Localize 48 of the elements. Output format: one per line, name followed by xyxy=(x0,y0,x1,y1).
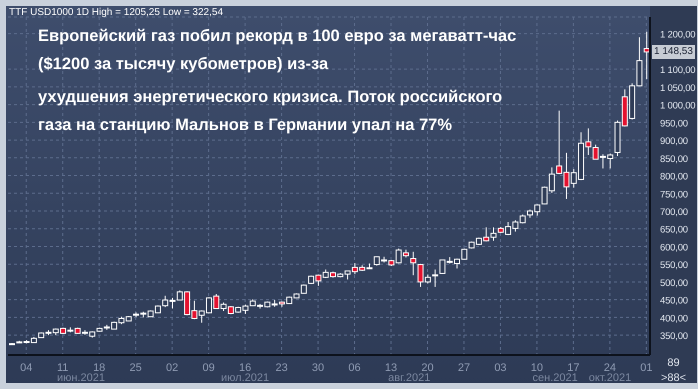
x-tick-label: 03 xyxy=(494,362,507,374)
x-tick-label: 24 xyxy=(604,362,616,374)
x-tick-label: 18 xyxy=(93,362,106,374)
y-tick-label: 1 100,00 xyxy=(660,65,696,76)
text: >88< xyxy=(660,372,688,384)
y-tick-label: 350,00 xyxy=(660,331,688,342)
y-tick-label: 650,00 xyxy=(660,224,688,236)
x-tick-label: 30 xyxy=(312,362,324,374)
text: Европейский газ побил рекорд в 100 евро за мегаватт-час ($1200 за тысячу кубометров) из-за ухудшения энергетического кризиса. Поток российского газа на станцию Мальнов в Германии упал на 77% xyxy=(38,27,516,136)
x-tick-label: 27 xyxy=(458,362,470,374)
y-tick-label: 600,00 xyxy=(660,242,688,254)
y-tick-label: 1 050,00 xyxy=(660,82,696,94)
candlestick xyxy=(410,251,416,276)
x-tick-label: 17 xyxy=(567,362,580,374)
x-tick-label: 25 xyxy=(130,362,142,374)
x-tick-label: 09 xyxy=(202,362,215,374)
y-tick-label: 950,00 xyxy=(660,118,688,130)
y-tick-label: 500,00 xyxy=(660,278,688,289)
y-tick-label: 1 000,00 xyxy=(660,100,696,112)
y-tick-label: 800,00 xyxy=(660,172,688,183)
candlestick xyxy=(432,269,438,288)
x-tick-label: 10 xyxy=(530,362,544,374)
x-tick-label: 06 xyxy=(348,362,361,374)
y-tick-label: 450,00 xyxy=(660,296,688,307)
text: июн.2021 xyxy=(56,372,106,384)
x-tick-label: 11 xyxy=(57,362,68,374)
text: авг.2021 xyxy=(387,372,432,384)
y-tick-label: 400,00 xyxy=(660,313,688,324)
text: окт.2021 xyxy=(588,372,632,384)
x-tick-label: 16 xyxy=(238,362,252,374)
x-tick-label: 13 xyxy=(384,362,398,374)
x-tick-label: 23 xyxy=(275,362,288,374)
y-tick-label: 900,00 xyxy=(660,136,688,148)
x-tick-label: 01 xyxy=(640,362,652,374)
chart-subtitle: TTF USD1000 1D High = 1205,25 Low = 322,54 xyxy=(9,7,224,18)
x-tick-label: 02 xyxy=(166,362,178,374)
text: 89 xyxy=(667,357,680,369)
candlestick xyxy=(644,31,650,80)
text: июл.2021 xyxy=(220,372,270,384)
y-tick-label: 700,00 xyxy=(660,207,688,218)
y-tick-label: 550,00 xyxy=(660,260,688,272)
y-tick-label: 750,00 xyxy=(660,189,688,200)
text: сен.2021 xyxy=(532,372,578,384)
x-tick-label: 20 xyxy=(421,362,434,374)
x-tick-label: 04 xyxy=(20,362,32,374)
y-tick-label: 1 200,00 xyxy=(660,30,696,41)
y-tick-label: 850,00 xyxy=(660,154,688,165)
annotation: 1 148,53 xyxy=(652,44,695,59)
